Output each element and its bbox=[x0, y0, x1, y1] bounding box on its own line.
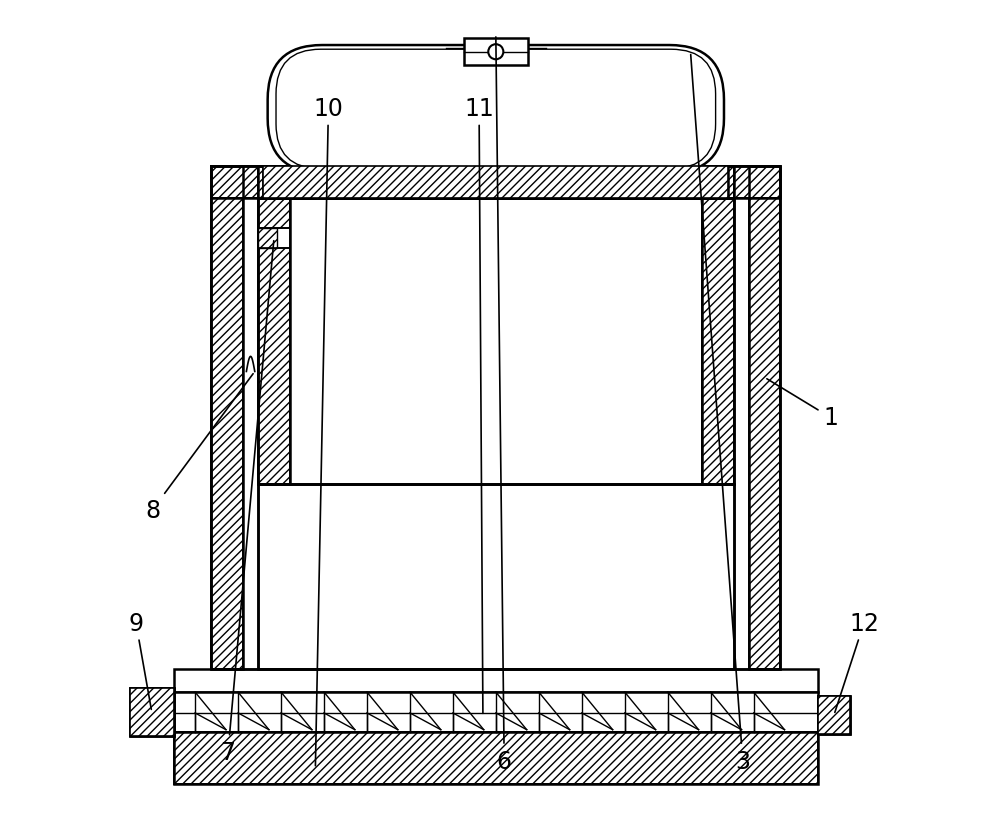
Text: 1: 1 bbox=[767, 380, 838, 430]
Text: 8: 8 bbox=[145, 375, 253, 522]
Bar bbox=[258, 228, 290, 249]
Bar bbox=[702, 199, 734, 485]
Bar bbox=[211, 167, 780, 199]
FancyBboxPatch shape bbox=[268, 46, 724, 174]
Bar bbox=[263, 167, 728, 199]
Circle shape bbox=[488, 45, 503, 60]
Text: 11: 11 bbox=[464, 97, 494, 713]
Bar bbox=[818, 696, 850, 734]
Bar bbox=[818, 696, 850, 734]
Bar bbox=[174, 692, 818, 732]
Bar bbox=[258, 199, 290, 485]
Bar bbox=[130, 688, 174, 737]
Text: 10: 10 bbox=[313, 97, 343, 766]
Bar bbox=[174, 732, 818, 784]
Text: 6: 6 bbox=[496, 38, 512, 772]
Bar bbox=[211, 167, 780, 199]
Bar bbox=[258, 167, 734, 199]
Bar bbox=[130, 688, 174, 737]
Bar bbox=[263, 167, 728, 199]
Text: 9: 9 bbox=[128, 611, 151, 710]
Bar bbox=[211, 167, 243, 669]
Bar bbox=[211, 167, 243, 669]
Bar bbox=[130, 688, 174, 737]
Bar bbox=[258, 199, 734, 485]
Bar bbox=[258, 485, 734, 669]
Bar bbox=[174, 669, 818, 692]
Bar bbox=[258, 167, 734, 199]
Text: 7: 7 bbox=[220, 242, 274, 764]
Text: 12: 12 bbox=[835, 611, 879, 712]
Text: 3: 3 bbox=[691, 55, 750, 772]
Bar bbox=[818, 696, 850, 734]
Bar bbox=[174, 732, 818, 784]
Bar bbox=[464, 39, 528, 66]
Bar bbox=[258, 228, 290, 249]
Bar bbox=[258, 228, 277, 249]
Bar bbox=[258, 199, 290, 485]
Bar bbox=[211, 167, 780, 669]
Bar bbox=[702, 199, 734, 485]
Bar bbox=[749, 167, 780, 669]
Bar bbox=[258, 485, 734, 669]
Bar bbox=[749, 167, 780, 669]
FancyBboxPatch shape bbox=[276, 50, 716, 170]
